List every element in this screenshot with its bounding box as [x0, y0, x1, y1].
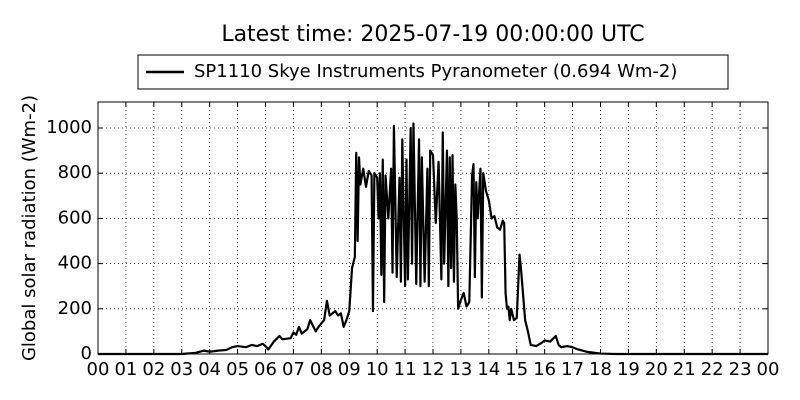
x-tick-label: 15	[505, 359, 528, 380]
x-tick-label: 00	[87, 359, 110, 380]
x-tick-label: 00	[757, 359, 780, 380]
x-tick-label: 05	[226, 359, 249, 380]
legend-label: SP1110 Skye Instruments Pyranometer (0.6…	[194, 61, 677, 82]
x-tick-label: 07	[282, 359, 305, 380]
x-tick-label: 13	[449, 359, 472, 380]
x-tick-label: 22	[701, 359, 724, 380]
x-tick-label: 17	[561, 359, 584, 380]
x-tick-label: 11	[394, 359, 417, 380]
y-tick-label: 400	[58, 253, 92, 274]
x-tick-label: 09	[338, 359, 361, 380]
legend-box	[137, 54, 729, 90]
y-axis-label: Global solar radiation (Wm-2)	[19, 95, 40, 361]
y-tick-label: 800	[58, 162, 92, 183]
x-tick-label: 06	[254, 359, 277, 380]
x-tick-label: 20	[645, 359, 668, 380]
x-tick-label: 10	[366, 359, 389, 380]
y-tick-label: 200	[58, 298, 92, 319]
x-tick-label: 03	[170, 359, 193, 380]
x-tick-label: 19	[617, 359, 640, 380]
chart-title: Latest time: 2025-07-19 00:00:00 UTC	[221, 22, 644, 47]
plot-frame	[97, 101, 769, 355]
x-tick-label: 02	[142, 359, 165, 380]
x-tick-label: 01	[114, 359, 137, 380]
y-tick-label: 600	[58, 207, 92, 228]
data-line	[98, 122, 768, 356]
y-tick-label: 1000	[46, 117, 92, 138]
x-tick-label: 12	[422, 359, 445, 380]
x-tick-label: 14	[477, 359, 500, 380]
x-tick-label: 08	[310, 359, 333, 380]
x-tick-label: 04	[198, 359, 221, 380]
x-tick-label: 16	[533, 359, 556, 380]
x-tick-label: 21	[673, 359, 696, 380]
x-tick-label: 23	[729, 359, 752, 380]
y-tick-label: 0	[81, 343, 92, 364]
x-tick-label: 18	[589, 359, 612, 380]
